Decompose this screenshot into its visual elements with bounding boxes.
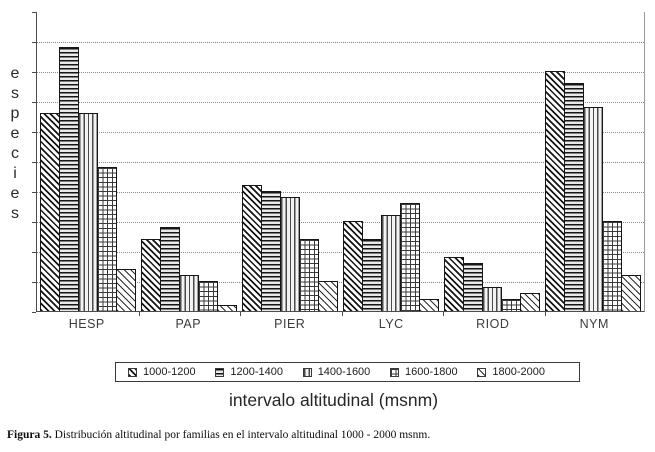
x-axis-label-pier: PIER — [274, 317, 306, 331]
gridline — [37, 162, 644, 163]
legend-label: 1000-1200 — [143, 366, 196, 378]
caption-text: Distribución altitudinal por familias en… — [51, 429, 431, 441]
bar-riod-1800-2000 — [520, 293, 541, 311]
y-axis-tick — [32, 312, 36, 313]
bar-hesp-1400-1600 — [77, 113, 98, 311]
bar-lyc-1400-1600 — [381, 215, 402, 311]
bar-pier-1800-2000 — [317, 281, 338, 311]
legend-item-1000-1200: 1000-1200 — [128, 366, 196, 378]
bar-group-lyc — [341, 12, 442, 311]
bar-nym-1000-1200 — [545, 71, 566, 311]
bar-pap-1200-1400 — [159, 227, 180, 311]
x-axis-labels-row: HESP PAP PIER LYC RIOD NYM — [36, 317, 645, 331]
bar-lyc-1800-2000 — [419, 299, 440, 311]
bar-pier-1600-1800 — [298, 239, 319, 311]
legend-label: 1800-2000 — [492, 366, 545, 378]
bar-lyc-1200-1400 — [362, 239, 383, 311]
bar-pier-1400-1600 — [279, 197, 300, 311]
bar-riod-1000-1200 — [444, 257, 465, 311]
bar-pier-1200-1400 — [260, 191, 281, 311]
x-axis-label-riod: RIOD — [476, 317, 510, 331]
figure-caption: Figura 5. Distribución altitudinal por f… — [7, 429, 627, 441]
legend-item-1800-2000: 1800-2000 — [477, 366, 545, 378]
bar-pap-1800-2000 — [216, 305, 237, 311]
gridline — [37, 282, 644, 283]
y-axis-tick — [32, 42, 36, 43]
y-axis-tick — [32, 222, 36, 223]
y-axis-tick — [32, 282, 36, 283]
x-axis-label-nym: NYM — [579, 317, 609, 331]
gridline — [37, 222, 644, 223]
legend-label: 1600-1800 — [405, 366, 458, 378]
x-axis-label-pap: PAP — [175, 317, 202, 331]
legend: 1000-1200 1200-1400 1400-1600 1600-1800 1800… — [115, 362, 580, 382]
legend-item-1600-1800: 1600-1800 — [390, 366, 458, 378]
y-axis-tick — [32, 12, 36, 13]
grid-crosshatch-swatch-icon — [390, 367, 400, 377]
bar-lyc-1000-1200 — [343, 221, 364, 311]
bar-group-pier — [239, 12, 340, 311]
bar-group-nym — [543, 12, 644, 311]
legend-label: 1400-1600 — [317, 366, 371, 378]
legend-item-1400-1600: 1400-1600 — [302, 366, 371, 378]
category-boundary-tick — [138, 312, 140, 316]
bar-group-hesp — [37, 12, 138, 311]
caption-label: Figura 5. — [7, 429, 52, 441]
y-axis-tick — [32, 162, 36, 163]
bar-riod-1200-1400 — [463, 263, 484, 311]
bar-hesp-1800-2000 — [115, 269, 136, 311]
bar-pap-1600-1800 — [197, 281, 218, 311]
bar-nym-1800-2000 — [621, 275, 642, 311]
bar-groups-container — [37, 12, 644, 311]
vertical-lines-swatch-icon — [302, 367, 312, 377]
gridline — [37, 132, 644, 133]
bar-riod-1600-1800 — [501, 299, 522, 311]
y-axis-tick — [32, 102, 36, 103]
bar-nym-1400-1600 — [583, 107, 604, 311]
gridline — [37, 252, 644, 253]
bar-hesp-1200-1400 — [58, 47, 79, 311]
bar-riod-1400-1600 — [482, 287, 503, 311]
gridline — [37, 42, 644, 43]
bar-pier-1000-1200 — [241, 185, 262, 311]
bar-lyc-1600-1800 — [400, 203, 421, 311]
gridline — [37, 102, 644, 103]
bar-group-pap — [138, 12, 239, 311]
x-axis-title: intervalo altitudinal (msnm) — [228, 390, 439, 410]
gridline — [37, 192, 644, 193]
category-boundary-tick — [341, 312, 343, 316]
category-boundary-tick — [544, 312, 546, 316]
horizontal-lines-swatch-icon — [215, 367, 225, 377]
bar-hesp-1600-1800 — [96, 167, 117, 311]
y-axis-tick — [32, 252, 36, 253]
legend-label: 1200-1400 — [230, 366, 283, 378]
y-axis-tick — [32, 132, 36, 133]
x-axis-label-lyc: LYC — [378, 317, 404, 331]
light-diagonal-hatch-swatch-icon — [477, 367, 487, 377]
diagonal-hatch-swatch-icon — [128, 367, 137, 377]
bar-nym-1200-1400 — [564, 83, 585, 311]
gridline — [37, 72, 644, 73]
bar-nym-1600-1800 — [602, 221, 623, 311]
x-axis-label-hesp: HESP — [68, 317, 105, 331]
bar-pap-1000-1200 — [140, 239, 161, 311]
y-axis-label: e s p e c i e s — [10, 65, 20, 222]
y-axis-tick — [32, 192, 36, 193]
legend-item-1200-1400: 1200-1400 — [215, 366, 283, 378]
bar-pap-1400-1600 — [178, 275, 199, 311]
category-boundary-tick — [240, 312, 241, 316]
bar-hesp-1000-1200 — [39, 113, 60, 311]
category-boundary-tick — [443, 312, 444, 316]
bar-group-riod — [442, 12, 543, 311]
y-axis-tick — [32, 72, 36, 73]
plot-area — [32, 12, 645, 316]
